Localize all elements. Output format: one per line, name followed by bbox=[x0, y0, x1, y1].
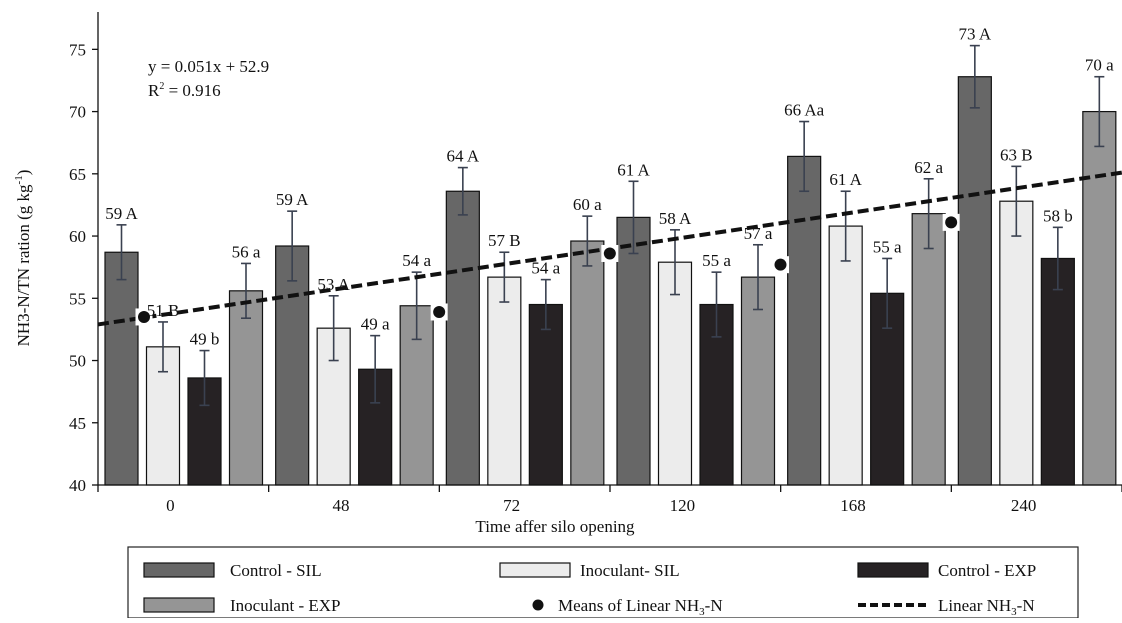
data-label: 49 a bbox=[361, 315, 390, 334]
mean-marker bbox=[138, 310, 150, 323]
bar bbox=[616, 216, 651, 486]
data-label: 64 A bbox=[447, 147, 480, 166]
y-tick-label: 40 bbox=[69, 476, 86, 495]
bar bbox=[828, 225, 863, 486]
legend-label-control-exp: Control - EXP bbox=[938, 561, 1036, 580]
y-tick-label: 45 bbox=[69, 414, 86, 433]
y-tick-label: 50 bbox=[69, 352, 86, 371]
bar bbox=[740, 276, 776, 486]
bar bbox=[275, 245, 310, 486]
legend-swatch-control-exp bbox=[857, 562, 929, 578]
legend-label-means: Means of Linear NH3-N bbox=[558, 596, 723, 618]
y-tick-label: 75 bbox=[69, 40, 86, 59]
legend: Control - SIL Inoculant- SIL Control - E… bbox=[127, 546, 1079, 619]
bar bbox=[957, 76, 992, 486]
bar bbox=[487, 276, 522, 486]
data-label: 55 a bbox=[873, 237, 902, 256]
data-label: 60 a bbox=[573, 195, 602, 214]
legend-swatch-inoculant-sil bbox=[499, 562, 571, 578]
mean-marker bbox=[603, 247, 616, 260]
legend-label-control-sil: Control - SIL bbox=[230, 561, 322, 580]
x-tick-label: 0 bbox=[166, 496, 175, 515]
data-label: 59 A bbox=[105, 204, 138, 223]
data-label: 53 A bbox=[317, 275, 350, 294]
x-tick-label: 240 bbox=[1011, 496, 1037, 515]
data-label: 61 A bbox=[617, 160, 650, 179]
bar bbox=[657, 261, 693, 486]
data-label: 55 a bbox=[702, 251, 731, 270]
data-label: 51 B bbox=[147, 301, 180, 320]
legend-label-trend: Linear NH3-N bbox=[938, 596, 1035, 618]
data-label: 57 a bbox=[744, 224, 773, 243]
bar bbox=[228, 290, 264, 486]
legend-swatch-control-sil bbox=[143, 562, 215, 578]
mean-marker bbox=[433, 305, 446, 318]
data-label: 49 b bbox=[190, 330, 220, 349]
bars-layer bbox=[104, 44, 1117, 486]
regression-equation: y = 0.051x + 52.9 bbox=[148, 57, 269, 76]
x-tick-label: 72 bbox=[503, 496, 520, 515]
bar bbox=[787, 155, 822, 486]
bar bbox=[528, 303, 563, 486]
data-label: 54 a bbox=[531, 259, 560, 278]
y-tick-label: 65 bbox=[69, 165, 86, 184]
data-label: 56 a bbox=[232, 242, 261, 261]
y-tick-label: 60 bbox=[69, 227, 86, 246]
y-tick-label: 55 bbox=[69, 289, 86, 308]
bar bbox=[1082, 110, 1117, 486]
legend-marker-means bbox=[532, 599, 544, 611]
x-axis-label: Time affer silo opening bbox=[475, 517, 635, 536]
axes-layer: 40 45 50 55 60 65 70 75 0 48 72 120 168 240 bbox=[69, 12, 1122, 515]
data-label: 66 Aa bbox=[784, 101, 825, 120]
mean-marker bbox=[774, 258, 787, 271]
data-label: 73 A bbox=[959, 25, 992, 44]
data-label: 58 A bbox=[659, 209, 692, 228]
data-label: 58 b bbox=[1043, 206, 1073, 225]
bar bbox=[104, 251, 139, 486]
data-label: 70 a bbox=[1085, 56, 1114, 75]
mean-marker bbox=[945, 216, 958, 229]
y-axis-label: NH3-N/TN ration (g kg-1) bbox=[13, 170, 33, 347]
labels-layer: 59 A 59 A 64 A 61 A 66 Aa 73 A 51 B 53 A 57 B 58 … bbox=[105, 25, 1114, 349]
bar bbox=[911, 213, 946, 486]
r-squared: R2 = 0.916 bbox=[148, 81, 221, 100]
x-tick-label: 168 bbox=[840, 496, 866, 515]
legend-label-inoculant-exp: Inoculant - EXP bbox=[230, 596, 340, 615]
trend-layer bbox=[97, 170, 1122, 327]
bar bbox=[445, 190, 480, 486]
data-label: 61 A bbox=[829, 170, 862, 189]
legend-swatch-inoculant-exp bbox=[143, 597, 215, 613]
data-label: 63 B bbox=[1000, 145, 1033, 164]
legend-label-inoculant-sil: Inoculant- SIL bbox=[580, 561, 680, 580]
data-label: 54 a bbox=[402, 251, 431, 270]
bar bbox=[570, 240, 605, 486]
bar bbox=[999, 200, 1034, 486]
x-tick-label: 120 bbox=[670, 496, 696, 515]
x-tick-label: 48 bbox=[333, 496, 350, 515]
y-tick-label: 70 bbox=[69, 103, 86, 122]
bar bbox=[1040, 257, 1075, 486]
data-label: 57 B bbox=[488, 231, 521, 250]
data-label: 62 a bbox=[914, 158, 943, 177]
data-label: 59 A bbox=[276, 190, 309, 209]
